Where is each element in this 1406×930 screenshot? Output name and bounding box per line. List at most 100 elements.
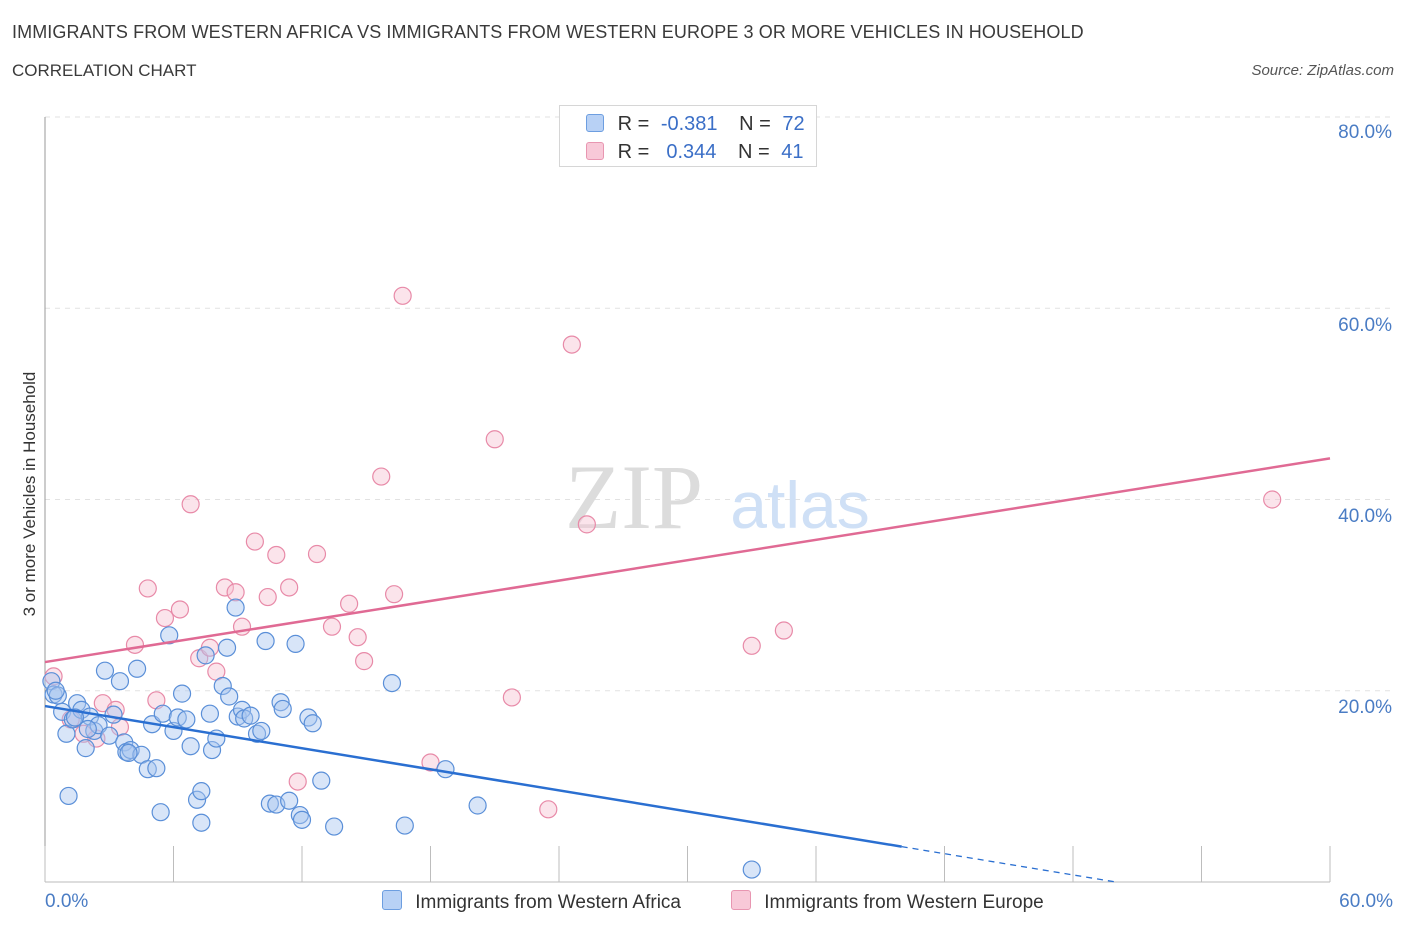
source-credit: Source: ZipAtlas.com — [1251, 62, 1394, 79]
data-point-western-africa — [273, 699, 292, 719]
points-western-africa — [42, 598, 761, 879]
data-point-western-europe — [577, 515, 596, 534]
bottom-legend-western-europe: Immigrants from Western Europe — [731, 890, 1044, 914]
x-axis-ticks — [44, 846, 1331, 882]
data-point-western-africa — [100, 726, 119, 745]
y-tick-label-20: 20.0% — [1338, 697, 1392, 718]
data-point-western-europe — [393, 286, 412, 305]
data-point-western-europe — [155, 608, 175, 628]
data-point-western-europe — [288, 772, 307, 791]
data-point-western-africa — [151, 803, 170, 822]
data-point-western-africa — [220, 687, 239, 706]
data-point-western-africa — [202, 740, 222, 760]
legend-r-label: R = — [617, 141, 650, 163]
data-point-western-europe — [355, 652, 374, 671]
data-point-western-africa — [303, 714, 322, 733]
data-point-western-africa — [181, 737, 200, 756]
data-point-western-africa — [76, 739, 95, 758]
data-point-western-europe — [215, 578, 234, 597]
data-point-western-europe — [384, 585, 404, 604]
gridlines — [45, 116, 1395, 692]
data-point-western-africa — [147, 759, 166, 778]
data-point-western-africa — [104, 705, 123, 724]
data-point-western-africa — [110, 672, 130, 691]
data-point-western-africa — [271, 693, 290, 712]
chart-title: IMMIGRANTS FROM WESTERN AFRICA VS IMMIGR… — [12, 22, 1084, 42]
bottom-legend-swatch-pink — [731, 890, 751, 910]
data-point-western-africa — [95, 661, 115, 680]
data-point-western-europe — [258, 587, 277, 607]
data-point-western-africa — [46, 681, 65, 700]
data-point-western-africa — [226, 598, 245, 617]
data-point-western-africa — [196, 646, 215, 665]
y-tick-label-80: 80.0% — [1338, 122, 1392, 143]
data-point-western-europe — [280, 578, 299, 597]
data-point-western-europe — [539, 800, 558, 819]
data-point-western-europe — [372, 467, 391, 486]
data-point-western-europe — [340, 594, 359, 613]
data-point-western-europe — [226, 583, 245, 602]
legend-r-value-blue: -0.381 — [660, 113, 718, 135]
y-tick-label-40: 40.0% — [1338, 506, 1392, 527]
bottom-legend-label-blue: Immigrants from Western Africa — [415, 892, 681, 913]
data-point-western-europe — [322, 617, 342, 636]
legend-swatch-blue — [586, 114, 604, 132]
data-point-western-africa — [177, 710, 196, 729]
data-point-western-africa — [325, 817, 344, 836]
legend-n-value-pink: 41 — [781, 141, 804, 163]
data-point-western-africa — [192, 813, 211, 832]
data-point-western-africa — [468, 796, 487, 815]
data-point-western-africa — [59, 786, 78, 806]
trend-line-western-europe — [44, 457, 1331, 664]
data-point-western-africa — [200, 704, 220, 723]
data-point-western-europe — [1263, 490, 1282, 509]
trend-lines — [44, 457, 1331, 883]
trend-line-western-africa-extension — [901, 845, 1116, 883]
legend-r-value-pink: 0.344 — [660, 141, 717, 163]
data-point-western-africa — [436, 760, 455, 779]
y-axis-label: 3 or more Vehicles in Household — [20, 371, 39, 617]
data-point-western-africa — [65, 708, 85, 727]
legend-row-western-europe: R = 0.344 N = 41 — [586, 141, 803, 165]
bottom-legend-swatch-blue — [382, 890, 402, 910]
chart-subtitle: CORRELATION CHART — [12, 61, 197, 80]
data-point-western-africa — [292, 810, 312, 829]
points-western-europe — [44, 286, 1282, 819]
correlation-legend: R = -0.381 N = 72 R = 0.344 N = 41 — [559, 105, 817, 167]
data-point-western-africa — [217, 638, 237, 657]
legend-swatch-pink — [586, 142, 604, 160]
watermark: ZIP atlas — [565, 446, 870, 548]
data-point-western-europe — [502, 688, 521, 707]
x-tick-label-max: 60.0% — [1339, 891, 1393, 912]
watermark-zip: ZIP — [565, 446, 703, 548]
data-point-western-europe — [774, 621, 793, 640]
data-point-western-africa — [312, 771, 331, 790]
data-point-western-africa — [260, 794, 279, 813]
watermark-atlas: atlas — [730, 468, 869, 542]
data-point-western-europe — [742, 636, 761, 655]
data-point-western-africa — [121, 740, 140, 760]
data-point-western-africa — [742, 860, 761, 879]
data-point-western-africa — [256, 631, 275, 651]
data-point-western-africa — [127, 659, 147, 678]
data-point-western-europe — [181, 495, 200, 514]
data-point-western-europe — [245, 532, 264, 551]
x-tick-label-min: 0.0% — [45, 891, 89, 912]
data-point-western-europe — [138, 579, 157, 598]
y-tick-label-60: 60.0% — [1338, 315, 1392, 336]
data-point-western-africa — [119, 743, 138, 763]
bottom-legend-label-pink: Immigrants from Western Europe — [764, 892, 1044, 913]
data-point-western-africa — [187, 790, 207, 809]
data-point-western-africa — [382, 673, 402, 693]
legend-n-label: N = — [737, 141, 770, 163]
legend-n-value-blue: 72 — [782, 113, 805, 135]
legend-row-western-africa: R = -0.381 N = 72 — [586, 113, 805, 137]
data-point-western-europe — [421, 753, 440, 772]
data-point-western-africa — [252, 721, 271, 741]
data-point-western-europe — [267, 545, 286, 565]
data-point-western-africa — [280, 791, 299, 810]
data-point-western-africa — [172, 684, 192, 703]
data-point-western-europe — [562, 335, 581, 354]
legend-n-label: N = — [739, 113, 771, 135]
